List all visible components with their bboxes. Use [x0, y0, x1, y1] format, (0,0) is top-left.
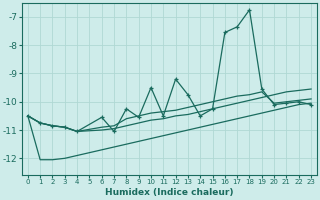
X-axis label: Humidex (Indice chaleur): Humidex (Indice chaleur) [105, 188, 234, 197]
